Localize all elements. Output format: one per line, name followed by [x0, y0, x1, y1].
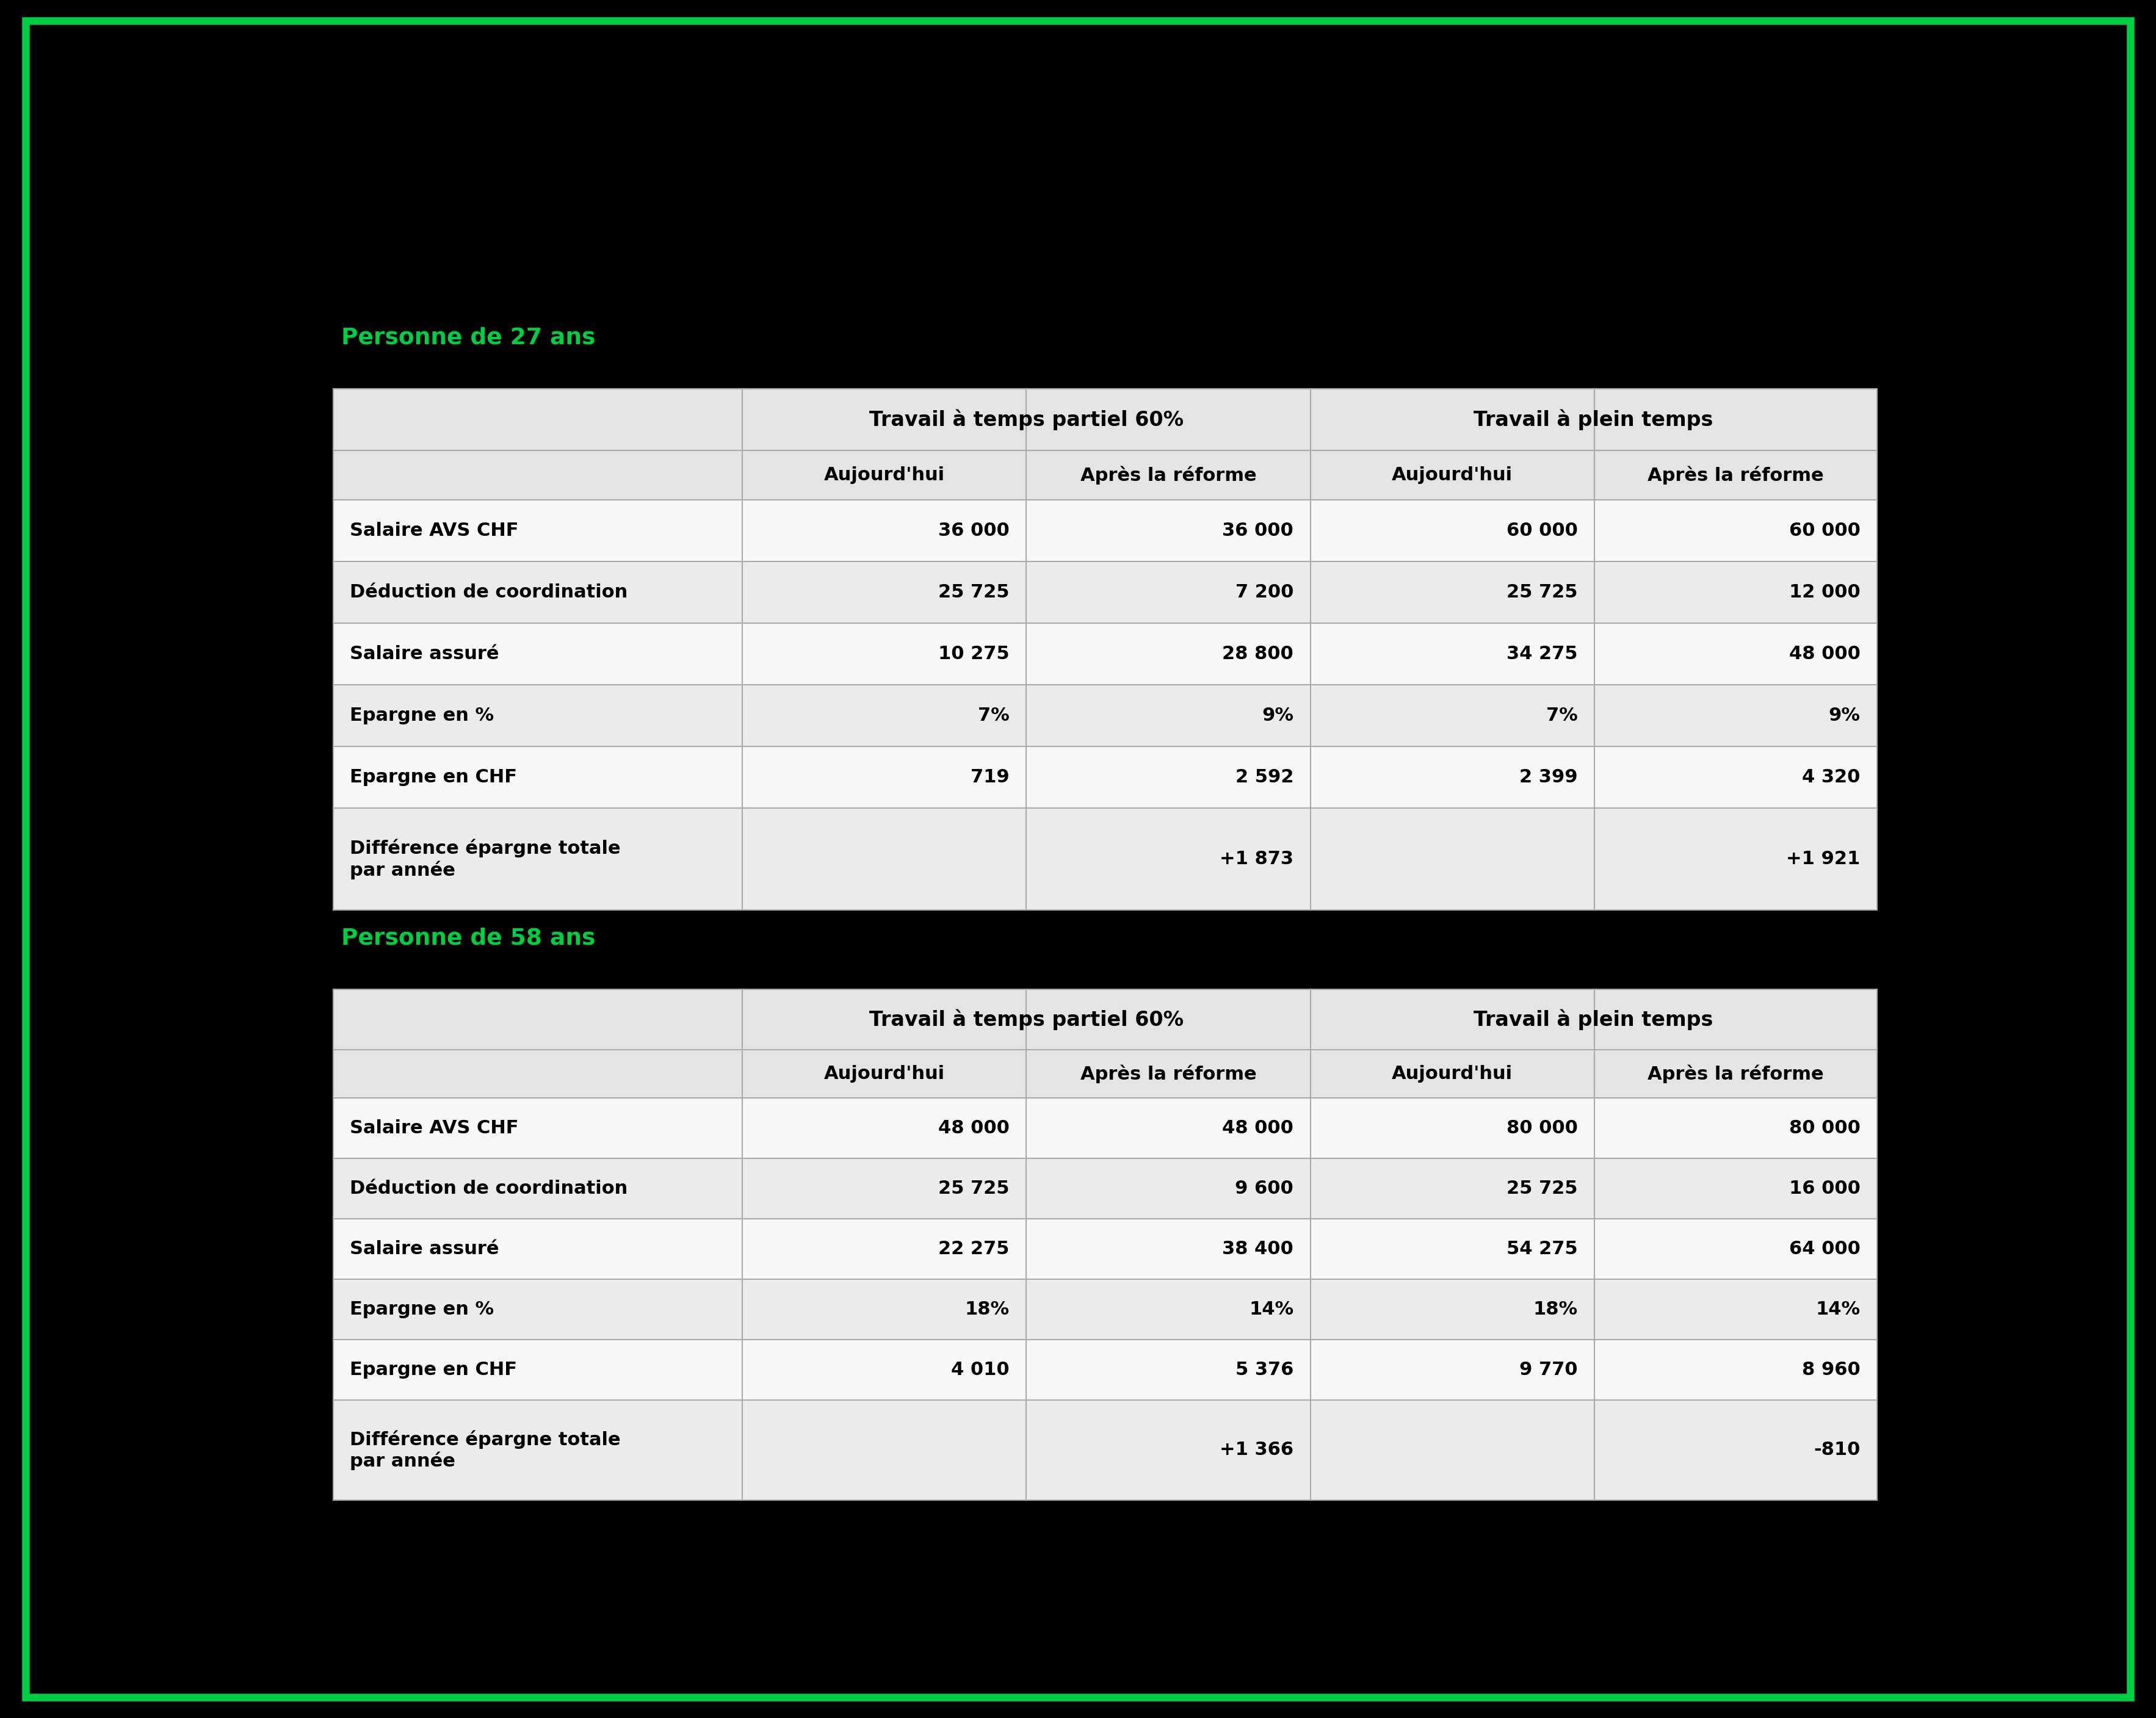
Text: 48 000: 48 000 [1222, 1120, 1294, 1137]
Text: 36 000: 36 000 [938, 522, 1009, 539]
Text: -810: -810 [1813, 1441, 1861, 1459]
Text: 34 275: 34 275 [1507, 644, 1578, 663]
Text: 80 000: 80 000 [1507, 1120, 1578, 1137]
Bar [332, 990, 1878, 1050]
Text: Différence épargne totale
par année: Différence épargne totale par année [349, 1429, 621, 1471]
Text: Epargne en %: Epargne en % [349, 706, 494, 725]
Text: Personne de 27 ans: Personne de 27 ans [341, 326, 595, 349]
Text: Travail à temps partiel 60%: Travail à temps partiel 60% [869, 409, 1184, 430]
Text: 25 725: 25 725 [1507, 1180, 1578, 1197]
Bar [332, 562, 1878, 624]
Bar [332, 1098, 1878, 1158]
Text: Aujourd'hui: Aujourd'hui [824, 1065, 944, 1082]
Text: Après la réforme: Après la réforme [1080, 1065, 1257, 1082]
Text: 60 000: 60 000 [1789, 522, 1861, 539]
Text: 5 376: 5 376 [1235, 1361, 1294, 1380]
Text: 9 600: 9 600 [1235, 1180, 1294, 1197]
Bar [332, 1158, 1878, 1218]
Text: 38 400: 38 400 [1222, 1240, 1294, 1258]
Text: 36 000: 36 000 [1222, 522, 1294, 539]
Text: 7 200: 7 200 [1235, 584, 1294, 601]
Text: Après la réforme: Après la réforme [1080, 466, 1257, 484]
Text: Différence épargne totale
par année: Différence épargne totale par année [349, 838, 621, 880]
Text: 4 320: 4 320 [1802, 768, 1861, 787]
Text: Salaire AVS CHF: Salaire AVS CHF [349, 522, 517, 539]
Text: Aujourd'hui: Aujourd'hui [1393, 1065, 1514, 1082]
Bar [332, 500, 1878, 562]
Text: 22 275: 22 275 [938, 1240, 1009, 1258]
Text: 10 275: 10 275 [938, 644, 1009, 663]
Text: 7%: 7% [1546, 706, 1578, 725]
Text: 25 725: 25 725 [1507, 584, 1578, 601]
Bar [332, 1050, 1878, 1098]
Text: +1 921: +1 921 [1785, 850, 1861, 868]
Text: 12 000: 12 000 [1789, 584, 1861, 601]
Text: 60 000: 60 000 [1507, 522, 1578, 539]
Bar [332, 624, 1878, 685]
Text: +1 873: +1 873 [1220, 850, 1294, 868]
Bar [332, 1280, 1878, 1340]
Text: Travail à plein temps: Travail à plein temps [1475, 1008, 1714, 1031]
Text: Epargne en CHF: Epargne en CHF [349, 1361, 517, 1380]
Text: Après la réforme: Après la réforme [1647, 1065, 1824, 1082]
Text: Personne de 58 ans: Personne de 58 ans [341, 928, 595, 950]
Text: Epargne en CHF: Epargne en CHF [349, 768, 517, 787]
Bar [332, 1340, 1878, 1400]
Text: 8 960: 8 960 [1802, 1361, 1861, 1380]
Text: Salaire AVS CHF: Salaire AVS CHF [349, 1120, 517, 1137]
Text: 9%: 9% [1261, 706, 1294, 725]
Text: 9%: 9% [1828, 706, 1861, 725]
Bar [332, 685, 1878, 746]
Text: Salaire assuré: Salaire assuré [349, 644, 498, 663]
Text: 25 725: 25 725 [938, 584, 1009, 601]
Text: 4 010: 4 010 [951, 1361, 1009, 1380]
Text: Après la réforme: Après la réforme [1647, 466, 1824, 484]
Bar [332, 807, 1878, 911]
Text: 719: 719 [970, 768, 1009, 787]
Text: Déduction de coordination: Déduction de coordination [349, 584, 627, 601]
Text: 48 000: 48 000 [938, 1120, 1009, 1137]
Text: 7%: 7% [979, 706, 1009, 725]
Text: 14%: 14% [1248, 1301, 1294, 1318]
Text: 64 000: 64 000 [1789, 1240, 1861, 1258]
Text: 9 770: 9 770 [1520, 1361, 1578, 1380]
Text: Déduction de coordination: Déduction de coordination [349, 1180, 627, 1197]
Text: 18%: 18% [1533, 1301, 1578, 1318]
Bar [332, 746, 1878, 807]
Text: 54 275: 54 275 [1507, 1240, 1578, 1258]
Bar [332, 1400, 1878, 1500]
Text: Travail à plein temps: Travail à plein temps [1475, 409, 1714, 430]
Bar [332, 1218, 1878, 1280]
Bar [332, 388, 1878, 911]
Text: Travail à temps partiel 60%: Travail à temps partiel 60% [869, 1008, 1184, 1031]
Text: 2 592: 2 592 [1235, 768, 1294, 787]
Text: 25 725: 25 725 [938, 1180, 1009, 1197]
Text: 18%: 18% [966, 1301, 1009, 1318]
Bar [332, 388, 1878, 450]
Text: Aujourd'hui: Aujourd'hui [824, 466, 944, 484]
Text: Aujourd'hui: Aujourd'hui [1393, 466, 1514, 484]
Bar [332, 450, 1878, 500]
Text: 2 399: 2 399 [1520, 768, 1578, 787]
Text: 48 000: 48 000 [1789, 644, 1861, 663]
Text: Epargne en %: Epargne en % [349, 1301, 494, 1318]
Text: 16 000: 16 000 [1789, 1180, 1861, 1197]
Text: 14%: 14% [1815, 1301, 1861, 1318]
Text: 80 000: 80 000 [1789, 1120, 1861, 1137]
Text: +1 366: +1 366 [1220, 1441, 1294, 1459]
Text: Salaire assuré: Salaire assuré [349, 1240, 498, 1258]
Text: 28 800: 28 800 [1222, 644, 1294, 663]
Bar [332, 990, 1878, 1500]
